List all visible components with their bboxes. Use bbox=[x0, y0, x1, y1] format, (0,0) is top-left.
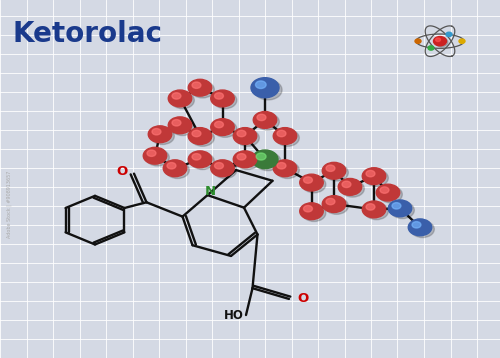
Circle shape bbox=[304, 177, 312, 183]
Circle shape bbox=[256, 81, 266, 88]
Circle shape bbox=[411, 221, 434, 238]
Circle shape bbox=[273, 160, 297, 176]
Circle shape bbox=[152, 129, 161, 135]
Circle shape bbox=[168, 90, 192, 107]
Circle shape bbox=[322, 162, 346, 179]
Circle shape bbox=[276, 162, 299, 179]
Circle shape bbox=[365, 203, 388, 220]
Circle shape bbox=[300, 203, 323, 219]
Circle shape bbox=[192, 82, 201, 88]
Circle shape bbox=[341, 180, 364, 197]
Circle shape bbox=[256, 113, 280, 130]
Circle shape bbox=[214, 163, 224, 169]
Circle shape bbox=[436, 38, 440, 42]
Circle shape bbox=[322, 195, 346, 213]
Circle shape bbox=[191, 153, 214, 170]
Circle shape bbox=[254, 80, 282, 100]
Circle shape bbox=[428, 46, 434, 50]
Circle shape bbox=[192, 130, 201, 137]
Circle shape bbox=[435, 38, 448, 47]
Circle shape bbox=[257, 114, 266, 121]
Circle shape bbox=[168, 117, 192, 134]
Circle shape bbox=[172, 120, 181, 126]
Text: Adobe Stock | #908913657: Adobe Stock | #908913657 bbox=[7, 170, 12, 238]
Circle shape bbox=[325, 198, 348, 214]
Circle shape bbox=[192, 154, 201, 160]
Circle shape bbox=[388, 200, 412, 217]
Circle shape bbox=[376, 184, 400, 201]
Text: Ketorolac: Ketorolac bbox=[12, 20, 162, 48]
Circle shape bbox=[277, 163, 286, 169]
Circle shape bbox=[325, 164, 348, 181]
Circle shape bbox=[391, 202, 414, 219]
Circle shape bbox=[171, 119, 194, 136]
Circle shape bbox=[146, 149, 170, 166]
Text: HO: HO bbox=[224, 309, 244, 321]
Circle shape bbox=[338, 178, 362, 195]
Circle shape bbox=[144, 147, 167, 164]
Circle shape bbox=[237, 154, 246, 160]
Text: N: N bbox=[204, 185, 216, 198]
Circle shape bbox=[446, 32, 452, 37]
Circle shape bbox=[392, 203, 401, 209]
Circle shape bbox=[237, 130, 246, 137]
Circle shape bbox=[342, 181, 351, 188]
Text: O: O bbox=[116, 165, 127, 178]
Circle shape bbox=[147, 150, 156, 156]
Circle shape bbox=[163, 160, 187, 176]
Circle shape bbox=[459, 39, 465, 43]
Circle shape bbox=[214, 121, 237, 137]
Circle shape bbox=[252, 150, 278, 169]
Circle shape bbox=[408, 219, 432, 236]
Circle shape bbox=[302, 176, 326, 193]
Circle shape bbox=[362, 201, 386, 218]
Circle shape bbox=[365, 170, 388, 187]
Circle shape bbox=[255, 152, 281, 171]
Circle shape bbox=[188, 151, 212, 168]
Circle shape bbox=[211, 118, 234, 136]
Circle shape bbox=[188, 127, 212, 144]
Circle shape bbox=[151, 128, 174, 145]
Circle shape bbox=[300, 174, 323, 191]
Circle shape bbox=[326, 165, 335, 171]
Circle shape bbox=[362, 168, 386, 185]
Circle shape bbox=[191, 130, 214, 146]
Circle shape bbox=[366, 204, 375, 210]
Circle shape bbox=[304, 205, 312, 212]
Circle shape bbox=[236, 130, 260, 146]
Circle shape bbox=[214, 92, 237, 109]
Circle shape bbox=[415, 39, 421, 43]
Circle shape bbox=[412, 222, 421, 228]
Circle shape bbox=[277, 130, 286, 137]
Circle shape bbox=[166, 162, 190, 179]
Circle shape bbox=[188, 79, 212, 96]
Circle shape bbox=[251, 78, 279, 98]
Circle shape bbox=[148, 126, 172, 142]
Circle shape bbox=[211, 90, 234, 107]
Circle shape bbox=[214, 93, 224, 99]
Circle shape bbox=[167, 163, 176, 169]
Circle shape bbox=[214, 162, 237, 179]
Circle shape bbox=[191, 81, 214, 98]
Circle shape bbox=[233, 127, 257, 144]
Circle shape bbox=[256, 153, 266, 160]
Circle shape bbox=[434, 37, 446, 46]
Circle shape bbox=[302, 205, 326, 222]
Circle shape bbox=[366, 170, 375, 177]
Circle shape bbox=[214, 121, 224, 128]
Circle shape bbox=[326, 198, 335, 205]
Circle shape bbox=[276, 130, 299, 146]
Circle shape bbox=[233, 151, 257, 168]
Circle shape bbox=[379, 186, 402, 203]
Circle shape bbox=[171, 92, 194, 109]
Circle shape bbox=[380, 187, 389, 193]
Circle shape bbox=[236, 153, 260, 170]
Circle shape bbox=[172, 93, 181, 99]
Circle shape bbox=[254, 111, 277, 128]
Text: O: O bbox=[298, 292, 308, 305]
Circle shape bbox=[211, 160, 234, 176]
Circle shape bbox=[273, 127, 297, 144]
